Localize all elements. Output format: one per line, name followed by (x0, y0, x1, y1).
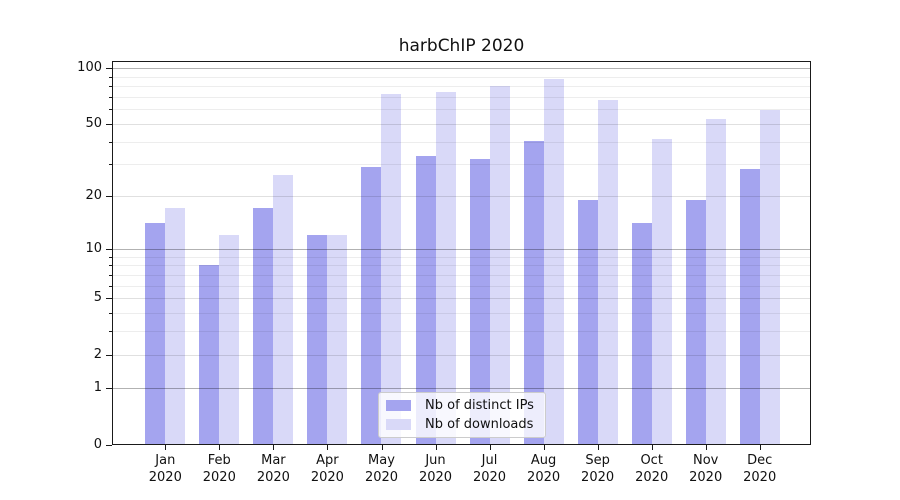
x-tick-oct (651, 445, 653, 450)
y-tick-label-20: 20 (85, 188, 102, 204)
y-minortick-80 (109, 86, 112, 87)
x-tick-label-feb: Feb 2020 (202, 452, 236, 485)
bar-downloads-feb (219, 234, 240, 444)
y-minortick-7 (109, 274, 112, 276)
bar-distinct-ips-oct (631, 223, 652, 444)
y-tick-label-5: 5 (93, 290, 102, 306)
y-minortick-8 (109, 265, 112, 267)
bar-downloads-aug (543, 78, 564, 444)
y-minortick-30 (109, 164, 112, 166)
bar-distinct-ips-dec (739, 169, 760, 444)
bar-distinct-ips-jan (145, 223, 166, 444)
bar-distinct-ips-jun (415, 156, 436, 444)
bar-downloads-apr (327, 234, 348, 444)
bar-distinct-ips-apr (307, 234, 328, 444)
x-tick-label-aug: Aug 2020 (527, 452, 561, 485)
y-minortick-9 (109, 256, 112, 258)
bar-distinct-ips-aug (523, 141, 544, 444)
bar-distinct-ips-sep (577, 199, 598, 444)
x-tick-label-sep: Sep 2020 (581, 452, 615, 485)
y-minortick-3 (109, 331, 112, 333)
bar-distinct-ips-jul (469, 158, 490, 444)
x-tick-jun (435, 445, 437, 450)
y-minortick-4 (109, 313, 112, 315)
y-tick-label-50: 50 (85, 115, 102, 131)
x-tick-mar (273, 445, 275, 450)
x-tick-label-oct: Oct 2020 (635, 452, 669, 485)
x-tick-dec (759, 445, 761, 450)
bar-downloads-jan (165, 208, 186, 444)
bar-distinct-ips-nov (685, 199, 706, 444)
bar-downloads-oct (651, 139, 672, 444)
legend-label-downloads: Nb of downloads (425, 417, 534, 432)
y-minortick-90 (109, 76, 112, 78)
legend-entry-distinct-ips: Nb of distinct IPs (386, 398, 537, 413)
y-tick-2 (106, 354, 112, 356)
bar-downloads-jun (435, 91, 456, 444)
y-tick-label-2: 2 (93, 346, 102, 362)
bar-distinct-ips-feb (199, 264, 220, 444)
bars-layer (113, 62, 810, 444)
x-tick-aug (543, 445, 545, 450)
y-tick-10 (106, 248, 112, 250)
x-tick-jul (489, 445, 491, 450)
y-tick-label-100: 100 (77, 60, 102, 75)
y-minortick-60 (109, 109, 112, 111)
x-tick-label-jul: Jul 2020 (472, 452, 507, 485)
x-tick-label-apr: Apr 2020 (310, 452, 344, 485)
x-tick-label-may: May 2020 (364, 452, 399, 485)
bar-downloads-may (381, 94, 402, 444)
y-tick-5 (106, 298, 112, 300)
y-minortick-40 (109, 141, 112, 143)
x-tick-label-dec: Dec 2020 (743, 452, 777, 485)
x-tick-nov (705, 445, 707, 450)
x-tick-jan (165, 445, 167, 450)
y-tick-1 (106, 387, 112, 389)
bar-downloads-jul (489, 85, 510, 444)
y-tick-50 (106, 123, 112, 125)
x-tick-apr (327, 445, 329, 450)
bar-distinct-ips-may (361, 166, 382, 444)
bar-downloads-nov (705, 118, 726, 444)
y-tick-100 (106, 68, 112, 69)
bar-downloads-dec (759, 110, 780, 444)
x-tick-label-jan: Jan 2020 (148, 452, 182, 485)
y-tick-label-0: 0 (93, 436, 102, 452)
bar-distinct-ips-mar (253, 208, 274, 444)
y-minortick-70 (109, 96, 112, 98)
legend-entry-downloads: Nb of downloads (386, 417, 537, 432)
x-tick-sep (597, 445, 599, 450)
y-minortick-6 (109, 285, 112, 287)
legend: Nb of distinct IPs Nb of downloads (378, 392, 546, 438)
x-tick-may (381, 445, 383, 450)
legend-swatch-downloads (386, 419, 411, 430)
bar-downloads-sep (597, 99, 618, 444)
y-tick-label-1: 1 (93, 379, 102, 395)
x-tick-label-mar: Mar 2020 (256, 452, 290, 485)
legend-label-distinct-ips: Nb of distinct IPs (425, 398, 534, 413)
y-tick-20 (106, 196, 112, 198)
bar-downloads-mar (273, 175, 294, 444)
x-tick-feb (219, 445, 221, 450)
legend-swatch-distinct-ips (386, 400, 411, 411)
x-tick-label-nov: Nov 2020 (689, 452, 723, 485)
x-tick-label-jun: Jun 2020 (418, 452, 453, 485)
chart-title: harbChIP 2020 (398, 36, 525, 56)
plot-area (112, 61, 811, 445)
y-tick-label-10: 10 (85, 240, 102, 256)
y-tick-0 (106, 444, 112, 446)
